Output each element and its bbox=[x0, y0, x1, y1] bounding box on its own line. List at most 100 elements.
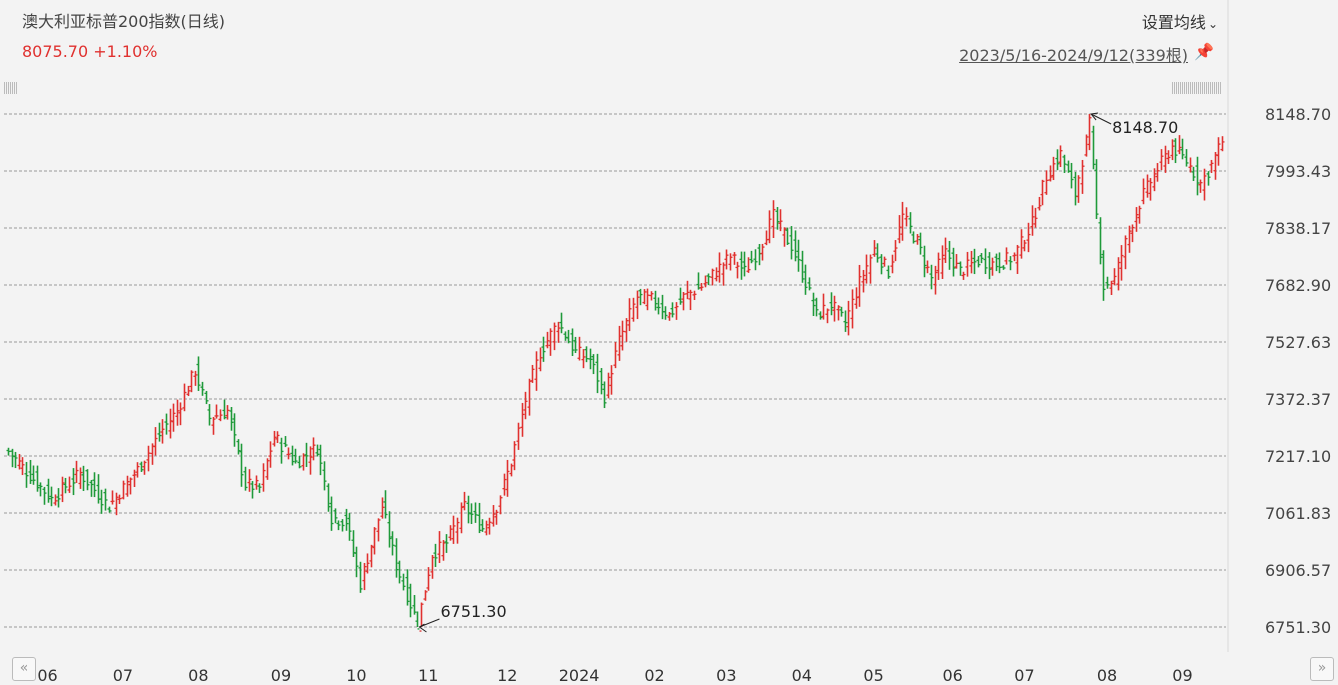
ohlc-bar bbox=[24, 461, 29, 488]
pin-icon[interactable]: 📌 bbox=[1194, 42, 1214, 61]
ohlc-bar bbox=[943, 237, 948, 263]
moving-average-settings-button[interactable]: 设置均线 ⌄ bbox=[1142, 9, 1218, 33]
ohlc-bar bbox=[753, 249, 758, 271]
ohlc-bar bbox=[857, 264, 862, 307]
ohlc-bar bbox=[1216, 137, 1221, 166]
ohlc-bar bbox=[624, 318, 629, 342]
ohlc-bar bbox=[512, 441, 517, 471]
date-range-link[interactable]: 2023/5/16-2024/9/12(339根) bbox=[959, 46, 1188, 65]
ohlc-bar bbox=[904, 207, 909, 227]
ohlc-bar bbox=[1184, 149, 1189, 167]
ohlc-bar bbox=[46, 478, 51, 503]
ohlc-bar bbox=[1209, 159, 1214, 173]
ohlc-bar bbox=[394, 538, 399, 578]
double-chevron-left-icon[interactable]: « bbox=[12, 657, 36, 681]
ohlc-bar bbox=[272, 430, 277, 447]
x-tick-label: 04 bbox=[792, 666, 812, 685]
ohlc-bar bbox=[559, 312, 564, 334]
ohlc-bar bbox=[775, 207, 780, 230]
ohlc-bar bbox=[430, 555, 435, 579]
ohlc-bar bbox=[390, 531, 395, 556]
ohlc-bar bbox=[645, 288, 650, 311]
ohlc-bar bbox=[509, 463, 514, 477]
ohlc-bar bbox=[530, 364, 535, 383]
ohlc-bar bbox=[1166, 150, 1171, 165]
ohlc-bar bbox=[915, 234, 920, 245]
ohlc-bar bbox=[782, 227, 787, 247]
ohlc-bar bbox=[487, 517, 492, 535]
ohlc-bar bbox=[477, 502, 482, 534]
y-tick-label: 7061.83 bbox=[1265, 504, 1331, 523]
right-scroll-handle[interactable] bbox=[1172, 82, 1222, 94]
ohlc-bar bbox=[1123, 235, 1128, 270]
ohlc-bar bbox=[947, 240, 952, 270]
ohlc-bar bbox=[893, 240, 898, 262]
ohlc-bar bbox=[969, 250, 974, 274]
ohlc-bar bbox=[1163, 145, 1168, 173]
ohlc-bar bbox=[1180, 138, 1185, 160]
ohlc-bar bbox=[1112, 268, 1117, 286]
ohlc-bar bbox=[139, 461, 144, 472]
ohlc-bar bbox=[28, 459, 33, 484]
ohlc-bar bbox=[189, 370, 194, 393]
ohlc-bar bbox=[178, 402, 183, 426]
ohlc-bar bbox=[1195, 156, 1200, 196]
ohlc-bar bbox=[527, 378, 532, 416]
ohlc-bar bbox=[279, 437, 284, 464]
ohlc-bar bbox=[890, 254, 895, 274]
ohlc-bar bbox=[13, 451, 18, 469]
last-price-change: 8075.70 +1.10% bbox=[22, 42, 158, 61]
ohlc-bar bbox=[570, 328, 575, 356]
ohlc-bar bbox=[1019, 229, 1024, 259]
ohlc-bar bbox=[171, 403, 176, 432]
ohlc-bar bbox=[656, 297, 661, 315]
ohlc-bar bbox=[444, 534, 449, 553]
ohlc-bar bbox=[10, 448, 15, 468]
left-scroll-handle[interactable] bbox=[4, 82, 18, 94]
ohlc-bar bbox=[767, 210, 772, 244]
ohlc-bar bbox=[354, 546, 359, 578]
ohlc-bar bbox=[1008, 256, 1013, 271]
ohlc-bar bbox=[78, 467, 83, 489]
x-tick-label: 07 bbox=[1014, 666, 1034, 685]
double-chevron-right-icon[interactable]: » bbox=[1310, 657, 1334, 681]
ohlc-bar bbox=[653, 290, 658, 311]
ohlc-bar bbox=[484, 520, 489, 536]
ohlc-bar bbox=[239, 443, 244, 487]
ohlc-bar bbox=[419, 602, 424, 632]
ohlc-bar bbox=[523, 391, 528, 420]
ohlc-bar bbox=[1076, 175, 1081, 203]
ohlc-bar bbox=[365, 553, 370, 574]
ohlc-bar bbox=[1202, 168, 1207, 201]
ohlc-bar bbox=[423, 590, 428, 601]
ohlc-bar bbox=[63, 477, 68, 494]
ohlc-bar bbox=[297, 455, 302, 469]
ohlc-bar bbox=[412, 595, 417, 615]
ohlc-bar bbox=[49, 486, 54, 507]
ohlc-bar bbox=[67, 476, 72, 493]
ohlc-bar bbox=[739, 251, 744, 280]
ohlc-bar bbox=[778, 209, 783, 232]
ohlc-bar bbox=[965, 251, 970, 277]
ohlc-bar bbox=[692, 290, 697, 300]
ohlc-bar bbox=[85, 469, 90, 491]
ohlc-bar bbox=[728, 253, 733, 271]
ohlc-bar bbox=[617, 325, 622, 361]
ohlc-bar bbox=[196, 356, 201, 391]
ohlc-bar bbox=[286, 447, 291, 460]
ohlc-bar bbox=[591, 354, 596, 375]
ohlc-bar bbox=[132, 469, 137, 488]
ohlc-bar bbox=[247, 469, 252, 492]
ohlc-bar bbox=[1037, 196, 1042, 211]
ohlc-bar bbox=[362, 562, 367, 591]
ohlc-bar bbox=[207, 404, 212, 426]
ohlc-bar bbox=[1026, 222, 1031, 253]
y-tick-label: 7682.90 bbox=[1265, 276, 1331, 295]
ohlc-bar bbox=[1155, 163, 1160, 182]
ohlc-bar bbox=[290, 445, 295, 466]
ohlc-bar bbox=[609, 365, 614, 395]
ohlc-bar bbox=[1055, 149, 1060, 171]
ohlc-bar bbox=[706, 273, 711, 286]
ohlc-bar bbox=[735, 261, 740, 279]
x-tick-label: 08 bbox=[188, 666, 208, 685]
